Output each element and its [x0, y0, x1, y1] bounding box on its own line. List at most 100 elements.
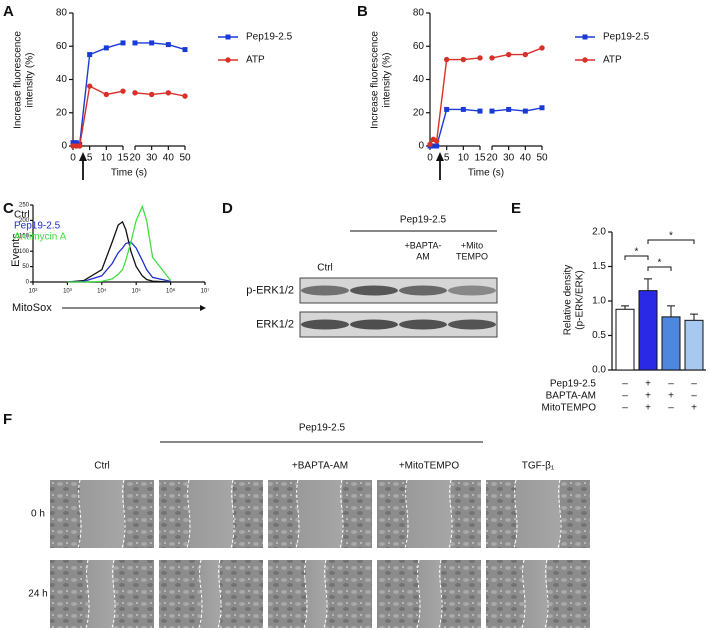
- significance-bracket: [624, 255, 649, 260]
- marker: [582, 57, 588, 63]
- wound-gap: [80, 480, 124, 548]
- condition-sign: –: [691, 391, 697, 402]
- wound-gap: [419, 560, 441, 628]
- y-tick-label: 1.5: [592, 261, 606, 272]
- wound-edge: [230, 479, 235, 549]
- y-tick-label: 50: [22, 264, 29, 270]
- condition-sign: –: [622, 403, 628, 414]
- y-tick-label: 0: [26, 280, 30, 286]
- wound-gap: [407, 480, 451, 548]
- panel-letter: E: [511, 200, 521, 217]
- marker: [477, 108, 483, 114]
- wound-edge: [513, 479, 518, 549]
- wound-edge: [121, 479, 126, 549]
- legend-label: Antimycin A: [14, 232, 67, 243]
- wound-gap: [306, 560, 326, 628]
- marker: [120, 88, 126, 94]
- legend-label: Ctrl: [14, 210, 30, 221]
- density-curve: [67, 241, 171, 283]
- micrograph-column-label: +MitoTEMPO: [399, 461, 460, 472]
- wound-edge: [217, 559, 222, 629]
- x-axis-label: Time (s): [111, 168, 147, 179]
- marker: [73, 140, 79, 146]
- marker: [225, 57, 231, 63]
- wound-gap: [516, 480, 560, 548]
- y-tick-label: 80: [413, 8, 425, 19]
- lane-label: TEMPO: [456, 251, 488, 261]
- condition-sign: +: [691, 403, 697, 414]
- error-bar: [621, 305, 629, 310]
- marker: [433, 138, 440, 144]
- y-tick-label: 80: [56, 8, 68, 19]
- condition-sign: –: [622, 379, 628, 390]
- arrow-head: [79, 152, 87, 161]
- marker: [76, 143, 83, 149]
- significance-bracket: [647, 239, 695, 244]
- condition-label: Pep19-2.5: [550, 379, 597, 390]
- marker: [582, 34, 588, 40]
- blot-band: [301, 285, 349, 296]
- y-tick-label: 40: [413, 74, 425, 85]
- marker: [132, 40, 138, 46]
- micrograph-row-label: 24 h: [28, 589, 47, 600]
- x-tick-label: 15: [117, 153, 129, 164]
- x-tick-label: 10⁵: [132, 288, 142, 295]
- x-tick-label: 20: [486, 153, 498, 164]
- marker: [165, 42, 171, 48]
- legend-label: ATP: [603, 55, 622, 66]
- marker: [460, 56, 467, 63]
- wound-edge: [323, 559, 328, 629]
- x-tick-label: 40: [520, 153, 532, 164]
- blot-row-label: ERK1/2: [256, 318, 294, 330]
- lane-label: +BAPTA-: [404, 240, 441, 250]
- legend-label: ATP: [246, 55, 265, 66]
- legend-label: Pep19-2.5: [603, 32, 650, 43]
- panel-letter: A: [3, 3, 14, 20]
- y-tick-label: 20: [56, 107, 68, 118]
- y-tick-label: 250: [19, 203, 30, 209]
- marker: [165, 90, 172, 96]
- x-tick-label: 10²: [29, 289, 38, 295]
- y-tick-label: 60: [413, 41, 425, 52]
- x-tick-label: 50: [179, 153, 191, 164]
- wound-edge: [404, 479, 409, 549]
- bar: [615, 308, 635, 371]
- y-tick-label: 0.0: [592, 365, 606, 376]
- condition-sign: +: [645, 379, 651, 390]
- wound-edge: [438, 559, 443, 629]
- marker: [103, 91, 110, 98]
- y-tick-label: 2.0: [592, 227, 606, 238]
- y-axis-label: intensity (%): [382, 52, 393, 107]
- marker: [149, 40, 155, 46]
- wound-edge: [557, 479, 562, 549]
- micrograph-row-label: 0 h: [31, 509, 45, 520]
- marker: [225, 34, 231, 40]
- marker: [460, 106, 466, 112]
- condition-label: BAPTA-AM: [546, 391, 596, 402]
- marker: [120, 40, 126, 46]
- wound-gap: [189, 480, 233, 548]
- condition-sign: –: [668, 379, 674, 390]
- micrograph-column-label: +BAPTA-AM: [292, 461, 348, 472]
- lane-label: Ctrl: [317, 263, 333, 274]
- blot-band: [448, 285, 496, 296]
- y-tick-label: 0: [418, 141, 424, 152]
- marker: [443, 56, 450, 63]
- marker: [148, 91, 155, 98]
- significance-label: *: [658, 258, 662, 269]
- marker: [539, 45, 545, 51]
- marker: [87, 52, 93, 58]
- wound-edge: [544, 559, 549, 629]
- significance-label: *: [635, 247, 639, 258]
- series-line: [134, 92, 186, 97]
- wound-edge: [111, 559, 116, 629]
- x-tick-label: 10: [458, 153, 470, 164]
- wound-edge: [521, 559, 526, 629]
- wound-gap: [524, 560, 547, 628]
- panel-letter: B: [357, 3, 368, 20]
- significance-bracket: [647, 266, 672, 271]
- x-tick-label: 0: [427, 153, 433, 164]
- y-axis-label: Increase fluorescence: [13, 31, 24, 129]
- y-tick-label: 20: [413, 107, 425, 118]
- x-tick-label: 0: [70, 153, 76, 164]
